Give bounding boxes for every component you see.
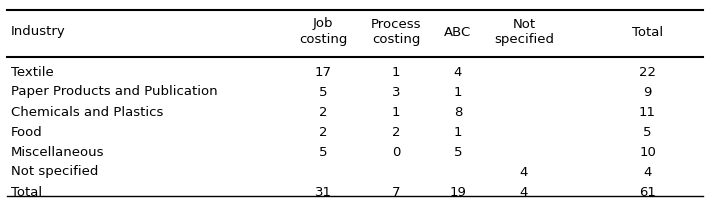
Text: 4: 4 [520, 165, 528, 178]
Text: 1: 1 [454, 85, 462, 99]
Text: Total: Total [632, 26, 663, 39]
Text: 31: 31 [315, 185, 332, 198]
Text: 7: 7 [392, 185, 400, 198]
Text: 1: 1 [392, 65, 400, 79]
Text: Miscellaneous: Miscellaneous [11, 145, 104, 159]
Text: 5: 5 [454, 145, 462, 159]
Text: 5: 5 [319, 145, 327, 159]
Text: 1: 1 [454, 125, 462, 139]
Text: 4: 4 [643, 165, 652, 178]
Text: Chemicals and Plastics: Chemicals and Plastics [11, 105, 163, 119]
Text: Not specified: Not specified [11, 165, 98, 178]
Text: Process
costing: Process costing [371, 18, 422, 47]
Text: 22: 22 [639, 65, 656, 79]
Text: Not
specified: Not specified [494, 18, 554, 47]
Text: 1: 1 [392, 105, 400, 119]
Text: Job
costing: Job costing [299, 18, 347, 47]
Text: 3: 3 [392, 85, 400, 99]
Text: Industry: Industry [11, 26, 65, 39]
Text: 61: 61 [639, 185, 656, 198]
Text: 2: 2 [319, 125, 327, 139]
Text: 11: 11 [639, 105, 656, 119]
Text: 0: 0 [392, 145, 400, 159]
Text: 10: 10 [639, 145, 656, 159]
Text: 5: 5 [643, 125, 652, 139]
Text: Food: Food [11, 125, 43, 139]
Text: Paper Products and Publication: Paper Products and Publication [11, 85, 217, 99]
Text: 8: 8 [454, 105, 462, 119]
Text: Total: Total [11, 185, 42, 198]
Text: 4: 4 [454, 65, 462, 79]
Text: 9: 9 [643, 85, 652, 99]
Text: 4: 4 [520, 185, 528, 198]
Text: 2: 2 [319, 105, 327, 119]
Text: 17: 17 [315, 65, 332, 79]
Text: 19: 19 [449, 185, 466, 198]
Text: 2: 2 [392, 125, 400, 139]
Text: 5: 5 [319, 85, 327, 99]
Text: Textile: Textile [11, 65, 53, 79]
Text: ABC: ABC [444, 26, 471, 39]
